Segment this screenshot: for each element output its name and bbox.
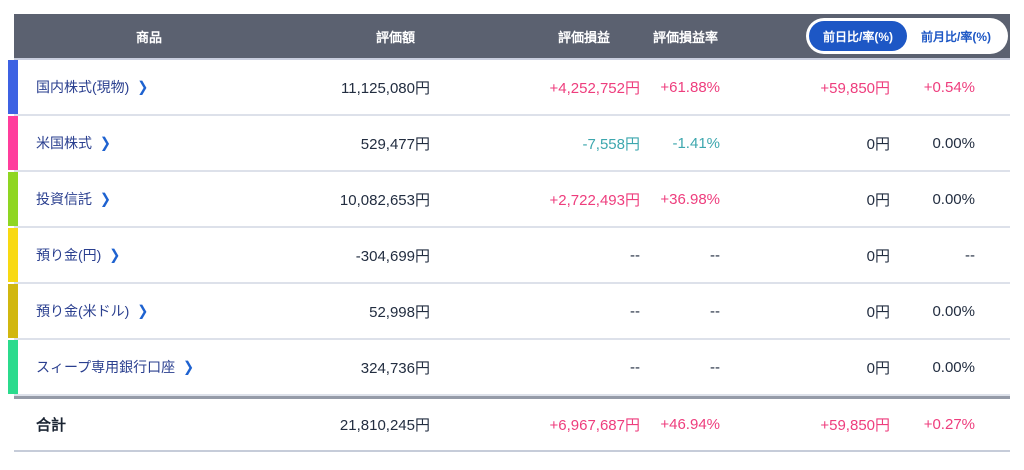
total-valuation-cell: 21,810,245円 bbox=[339, 417, 430, 434]
total-label-cell: 合計 bbox=[14, 414, 284, 435]
pl-cell: -7,558円 bbox=[582, 135, 640, 153]
pl-rate-cell: -- bbox=[710, 358, 720, 376]
period-toggle: 前日比/率(%) 前月比/率(%) bbox=[806, 18, 1008, 54]
day-change-cell: 0円 bbox=[866, 191, 890, 209]
product-link[interactable]: 預り金(円) ❯ bbox=[14, 245, 284, 265]
pl-cell: +4,252,752円 bbox=[549, 79, 641, 97]
chevron-right-icon: ❯ bbox=[137, 78, 149, 95]
day-change-rate-cell: 0.00% bbox=[932, 190, 975, 208]
total-day-change-rate-cell: +0.27% bbox=[923, 416, 975, 433]
day-change-cell: 0円 bbox=[866, 247, 890, 265]
day-change-rate-cell: 0.00% bbox=[932, 134, 975, 152]
valuation-cell: 52,998円 bbox=[369, 303, 430, 321]
toggle-daily-button[interactable]: 前日比/率(%) bbox=[809, 21, 907, 51]
product-label: 預り金(米ドル) bbox=[36, 303, 130, 319]
pl-cell: -- bbox=[630, 358, 640, 376]
product-label: スィープ専用銀行口座 bbox=[36, 359, 176, 375]
asset-row: スィープ専用銀行口座 ❯ 324,736円 -- -- 0円 0.00% bbox=[8, 340, 1010, 396]
product-label: 米国株式 bbox=[36, 135, 92, 151]
pl-rate-cell: +61.88% bbox=[660, 78, 720, 96]
valuation-cell: 11,125,080円 bbox=[341, 79, 430, 97]
pl-rate-cell: +36.98% bbox=[660, 190, 720, 208]
valuation-cell: 529,477円 bbox=[360, 135, 430, 153]
valuation-cell: 324,736円 bbox=[360, 359, 430, 377]
valuation-cell: -304,699円 bbox=[355, 247, 430, 265]
day-change-cell: 0円 bbox=[866, 359, 890, 377]
product-label: 国内株式(現物) bbox=[36, 79, 130, 95]
accent-bar bbox=[8, 284, 18, 338]
pl-cell: -- bbox=[630, 302, 640, 320]
col-header-pl: 評価損益 bbox=[557, 29, 610, 45]
chevron-right-icon: ❯ bbox=[183, 358, 195, 375]
asset-row: 預り金(円) ❯ -304,699円 -- -- 0円 -- bbox=[8, 228, 1010, 284]
col-header-product: 商品 bbox=[135, 29, 162, 45]
accent-bar bbox=[8, 172, 18, 226]
day-change-rate-cell: -- bbox=[965, 246, 975, 264]
asset-row: 国内株式(現物) ❯ 11,125,080円 +4,252,752円 +61.8… bbox=[8, 60, 1010, 116]
day-change-rate-cell: 0.00% bbox=[932, 302, 975, 320]
asset-row: 投資信託 ❯ 10,082,653円 +2,722,493円 +36.98% 0… bbox=[8, 172, 1010, 228]
pl-rate-cell: -- bbox=[710, 246, 720, 264]
product-label: 投資信託 bbox=[36, 191, 92, 207]
product-link[interactable]: スィープ専用銀行口座 ❯ bbox=[14, 357, 284, 377]
accent-bar bbox=[8, 116, 18, 170]
day-change-cell: 0円 bbox=[866, 303, 890, 321]
valuation-cell: 10,082,653円 bbox=[339, 191, 430, 209]
product-link[interactable]: 米国株式 ❯ bbox=[14, 133, 284, 153]
pl-rate-cell: -1.41% bbox=[672, 134, 720, 152]
chevron-right-icon: ❯ bbox=[100, 190, 111, 207]
accent-bar bbox=[8, 340, 18, 394]
toggle-monthly-button[interactable]: 前月比/率(%) bbox=[907, 21, 1005, 51]
col-header-valuation: 評価額 bbox=[375, 29, 415, 45]
portfolio-table: 商品 評価額 評価損益 評価損益率 前日比/率(%) 前月比/率(%) 国内株式… bbox=[8, 14, 1010, 452]
total-row: 合計 21,810,245円 +6,967,687円 +46.94% +59,8… bbox=[14, 396, 1010, 452]
day-change-cell: +59,850円 bbox=[820, 79, 890, 97]
product-link[interactable]: 預り金(米ドル) ❯ bbox=[14, 301, 284, 321]
pl-cell: -- bbox=[630, 246, 640, 264]
total-label: 合計 bbox=[36, 417, 67, 434]
day-change-rate-cell: 0.00% bbox=[932, 358, 975, 376]
total-pl-cell: +6,967,687円 bbox=[549, 417, 641, 434]
pl-rate-cell: -- bbox=[710, 302, 720, 320]
product-label: 預り金(円) bbox=[36, 247, 102, 263]
accent-bar bbox=[8, 60, 18, 114]
day-change-cell: 0円 bbox=[866, 135, 890, 153]
day-change-rate-cell: +0.54% bbox=[923, 78, 975, 96]
col-header-pl-rate: 評価損益率 bbox=[652, 29, 718, 45]
accent-bar bbox=[8, 228, 18, 282]
total-day-change-cell: +59,850円 bbox=[820, 417, 890, 434]
asset-row: 預り金(米ドル) ❯ 52,998円 -- -- 0円 0.00% bbox=[8, 284, 1010, 340]
table-header: 商品 評価額 評価損益 評価損益率 前日比/率(%) 前月比/率(%) bbox=[14, 14, 1010, 60]
product-link[interactable]: 投資信託 ❯ bbox=[14, 189, 284, 209]
total-pl-rate-cell: +46.94% bbox=[660, 416, 720, 433]
product-link[interactable]: 国内株式(現物) ❯ bbox=[14, 77, 284, 97]
chevron-right-icon: ❯ bbox=[100, 134, 111, 151]
asset-row: 米国株式 ❯ 529,477円 -7,558円 -1.41% 0円 0.00% bbox=[8, 116, 1010, 172]
pl-cell: +2,722,493円 bbox=[549, 191, 641, 209]
chevron-right-icon: ❯ bbox=[109, 246, 121, 263]
chevron-right-icon: ❯ bbox=[137, 302, 149, 319]
